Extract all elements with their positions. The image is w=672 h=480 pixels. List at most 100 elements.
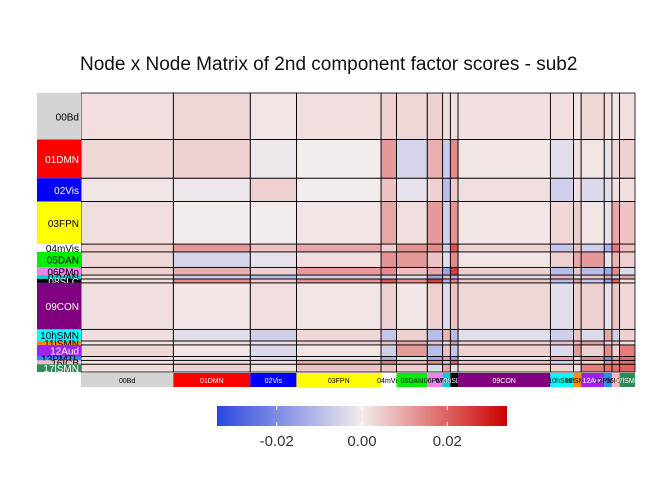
cell-10hSMN-05DAN (396, 329, 428, 341)
cell-13PMTL-16ICB (611, 356, 620, 361)
col-label-swatch-05DAN (396, 373, 428, 387)
cell-00Bd-13PMTL (604, 93, 612, 140)
col-label-swatch-08SLC (450, 373, 459, 387)
cell-16ICB-02Vis (250, 360, 297, 365)
col-label-swatch-12Aud (581, 373, 605, 387)
cell-06PMo-02Vis (250, 267, 297, 276)
cell-08SLC-01DMN (173, 279, 251, 283)
cell-01DMN-13PMTL (604, 139, 612, 179)
row-label-swatch-02Vis (37, 178, 81, 202)
cell-09CON-06PMo (427, 282, 443, 330)
cell-03FPN-16ICB (611, 201, 620, 245)
cell-10hSMN-10hSMN (550, 329, 574, 341)
cell-11lSMN-08SLC (450, 341, 459, 345)
cell-05DAN-00Bd (81, 251, 174, 268)
cell-10hSMN-17lSMN (619, 329, 635, 341)
cell-09CON-16ICB (611, 282, 620, 330)
cell-13PMTL-17lSMN (619, 356, 635, 361)
cell-11lSMN-00Bd (81, 341, 174, 345)
cell-00Bd-17lSMN (619, 93, 635, 140)
cell-17lSMN-08SLC (450, 364, 459, 372)
cell-07VAN-06PMo (427, 275, 443, 279)
cell-08SLC-03FPN (296, 279, 382, 283)
cell-05DAN-11lSMN (573, 251, 582, 268)
cell-12Aud-10hSMN (550, 344, 574, 357)
cell-03FPN-01DMN (173, 201, 251, 245)
cell-17lSMN-02Vis (250, 364, 297, 372)
cell-04mVis-08SLC (450, 244, 459, 252)
colorbar-tick-label-2: 0.02 (433, 433, 462, 450)
cell-03FPN-17lSMN (619, 201, 635, 245)
cell-02Vis-08SLC (450, 178, 459, 202)
cell-07VAN-00Bd (81, 275, 174, 279)
cell-07VAN-05DAN (396, 275, 428, 279)
colorbar-tick-label-0: -0.02 (260, 433, 294, 450)
row-label-swatch-00Bd (37, 93, 81, 140)
cell-08SLC-02Vis (250, 279, 297, 283)
col-label-swatch-17lSMN (619, 373, 635, 387)
colorbar-tick-label-1: 0.00 (347, 433, 376, 450)
cell-06PMo-01DMN (173, 267, 251, 276)
cell-00Bd-09CON (458, 93, 551, 140)
cell-09CON-13PMTL (604, 282, 612, 330)
cell-02Vis-17lSMN (619, 178, 635, 202)
cell-02Vis-13PMTL (604, 178, 612, 202)
cell-01DMN-11lSMN (573, 139, 582, 179)
row-label-10hSMN: 10hSMN (40, 331, 79, 342)
cell-03FPN-08SLC (450, 201, 459, 245)
row-label-02Vis: 02Vis (54, 186, 79, 197)
cell-08SLC-17lSMN (619, 279, 635, 283)
cell-05DAN-07VAN (442, 251, 451, 268)
col-label-04mVis: 04mVis (377, 378, 401, 385)
cell-04mVis-04mVis (381, 244, 397, 252)
cell-03FPN-11lSMN (573, 201, 582, 245)
cell-01DMN-10hSMN (550, 139, 574, 179)
cell-09CON-05DAN (396, 282, 428, 330)
row-label-swatch-05DAN (37, 251, 81, 268)
col-label-08SLC: 08SLC (443, 378, 464, 385)
col-label-swatch-00Bd (81, 373, 174, 387)
row-label-04mVis: 04mVis (46, 244, 79, 255)
cell-01DMN-06PMo (427, 139, 443, 179)
cell-04mVis-02Vis (250, 244, 297, 252)
row-network-labels: 00Bd 01DMN 02Vis 03FPN 04mVis05DAN06PMo07VAN… (37, 93, 81, 375)
colorbar-legend: -0.02 0.00 0.02 (217, 406, 507, 450)
cell-05DAN-10hSMN (550, 251, 574, 268)
cell-11lSMN-06PMo (427, 341, 443, 345)
cell-11lSMN-16ICB (611, 341, 620, 345)
cell-13PMTL-04mVis (381, 356, 397, 361)
cell-06PMo-00Bd (81, 267, 174, 276)
cell-08SLC-13PMTL (604, 279, 612, 283)
row-label-17lSMN: 17lSMN (43, 364, 79, 375)
cell-13PMTL-07VAN (442, 356, 451, 361)
cell-13PMTL-09CON (458, 356, 551, 361)
cell-05DAN-13PMTL (604, 251, 612, 268)
cell-17lSMN-17lSMN (619, 364, 635, 372)
cell-16ICB-10hSMN (550, 360, 574, 365)
cell-03FPN-09CON (458, 201, 551, 245)
row-label-08SLC: 08SLC (48, 277, 79, 288)
cell-01DMN-00Bd (81, 139, 174, 179)
cell-09CON-04mVis (381, 282, 397, 330)
cell-07VAN-02Vis (250, 275, 297, 279)
row-label-01DMN: 01DMN (45, 155, 79, 166)
cell-08SLC-06PMo (427, 279, 443, 283)
cell-04mVis-07VAN (442, 244, 451, 252)
cell-07VAN-11lSMN (573, 275, 582, 279)
cell-04mVis-00Bd (81, 244, 174, 252)
cell-05DAN-17lSMN (619, 251, 635, 268)
cell-10hSMN-13PMTL (604, 329, 612, 341)
cell-06PMo-03FPN (296, 267, 382, 276)
cell-02Vis-12Aud (581, 178, 605, 202)
cell-05DAN-01DMN (173, 251, 251, 268)
cell-12Aud-00Bd (81, 344, 174, 357)
cell-03FPN-07VAN (442, 201, 451, 245)
cell-11lSMN-04mVis (381, 341, 397, 345)
cell-12Aud-05DAN (396, 344, 428, 357)
row-label-11lSMN: 11lSMN (44, 339, 79, 350)
cell-09CON-03FPN (296, 282, 382, 330)
cell-11lSMN-10hSMN (550, 341, 574, 345)
row-label-swatch-07VAN (37, 275, 81, 279)
cell-08SLC-12Aud (581, 279, 605, 283)
cell-17lSMN-03FPN (296, 364, 382, 372)
